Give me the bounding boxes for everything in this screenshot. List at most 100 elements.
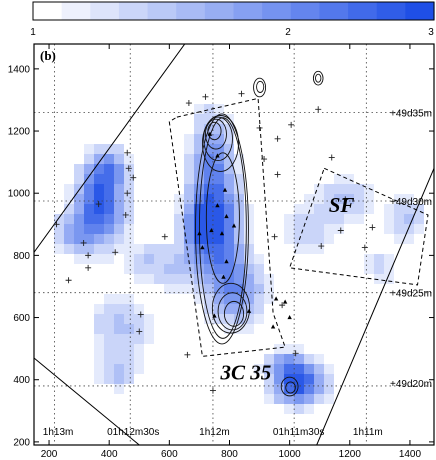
- map-pixel: [414, 214, 424, 224]
- map-pixel: [384, 264, 394, 274]
- map-pixel: [224, 284, 234, 294]
- map-pixel: [224, 204, 234, 214]
- map-pixel: [94, 174, 104, 184]
- map-pixel: [244, 274, 254, 284]
- map-pixel: [224, 164, 234, 174]
- map-pixel: [144, 314, 154, 324]
- contour: [203, 116, 233, 162]
- triangle-marker: [215, 153, 220, 158]
- map-pixel: [214, 244, 224, 254]
- field-outlines: [34, 44, 434, 445]
- map-pixel: [64, 214, 74, 224]
- map-pixel: [94, 334, 104, 344]
- sf-box: [288, 167, 429, 286]
- source-markers: [53, 90, 376, 394]
- map-pixel: [294, 374, 304, 384]
- map-pixel: [314, 234, 324, 244]
- dec-label: +49d35m: [390, 108, 432, 119]
- map-pixel: [234, 254, 244, 264]
- map-pixel: [234, 184, 244, 194]
- map-pixel: [254, 254, 264, 264]
- cross-marker: [80, 239, 87, 246]
- map-pixel: [184, 164, 194, 174]
- triangle-marker: [219, 231, 225, 236]
- map-pixel: [174, 204, 184, 214]
- map-pixel: [334, 174, 344, 184]
- map-pixel: [224, 264, 234, 274]
- map-pixel: [204, 224, 214, 234]
- map-pixel: [234, 294, 244, 304]
- map-pixel: [274, 374, 284, 384]
- colorbar-step: [61, 2, 91, 20]
- map-pixel: [74, 214, 84, 224]
- map-pixel: [214, 154, 224, 164]
- map-pixel: [254, 364, 264, 374]
- map-pixel: [84, 214, 94, 224]
- map-pixel: [104, 234, 114, 244]
- x-tick-label: 800: [221, 449, 238, 460]
- map-pixel: [74, 174, 84, 184]
- map-pixel: [354, 194, 364, 204]
- map-pixel: [304, 234, 314, 244]
- map-pixel: [54, 234, 64, 244]
- cross-marker: [136, 328, 143, 335]
- map-pixel: [114, 324, 124, 334]
- map-pixel: [304, 354, 314, 364]
- map-pixel: [184, 234, 194, 244]
- map-pixel: [94, 314, 104, 324]
- map-pixel: [264, 394, 274, 404]
- contour: [280, 376, 299, 397]
- map-pixel: [304, 224, 314, 234]
- map-pixel: [344, 184, 354, 194]
- map-pixel: [174, 284, 184, 294]
- map-pixel: [224, 304, 234, 314]
- map-pixel: [114, 304, 124, 314]
- colorbar-step: [376, 2, 406, 20]
- map-pixel: [204, 264, 214, 274]
- map-pixel: [414, 224, 424, 234]
- map-pixel: [274, 384, 284, 394]
- map-pixel: [214, 104, 224, 114]
- map-pixel: [404, 204, 414, 214]
- map-pixel: [144, 274, 154, 284]
- triangle-marker: [212, 313, 217, 318]
- y-tick-label: 1400: [8, 64, 31, 75]
- map-pixel: [314, 364, 324, 374]
- map-pixel: [294, 364, 304, 374]
- map-pixel: [124, 154, 134, 164]
- map-pixel: [324, 384, 334, 394]
- map-pixel: [394, 194, 404, 204]
- map-pixel: [304, 364, 314, 374]
- cross-marker: [85, 264, 92, 271]
- map-pixel: [194, 184, 204, 194]
- map-pixel: [144, 254, 154, 264]
- map-pixel: [314, 394, 324, 404]
- map-pixel: [174, 254, 184, 264]
- map-pixel: [284, 354, 294, 364]
- map-pixel: [134, 344, 144, 354]
- map-pixel: [244, 264, 254, 274]
- map-pixel: [224, 154, 234, 164]
- map-pixel: [374, 274, 384, 284]
- map-pixel: [344, 174, 354, 184]
- triangle-marker: [200, 245, 205, 250]
- colorbar-step: [405, 2, 435, 20]
- map-pixel: [174, 274, 184, 284]
- map-pixel: [124, 304, 134, 314]
- map-pixel: [254, 304, 264, 314]
- map-pixel: [84, 174, 94, 184]
- map-pixel: [204, 254, 214, 264]
- map-pixel: [304, 394, 314, 404]
- map-pixel: [294, 344, 304, 354]
- map-pixel: [334, 184, 344, 194]
- cross-marker: [122, 211, 129, 218]
- cross-marker: [124, 149, 131, 156]
- contour: [223, 300, 245, 327]
- map-pixel: [284, 234, 294, 244]
- triangle-marker: [231, 223, 237, 228]
- map-pixel: [194, 254, 204, 264]
- map-pixel: [214, 274, 224, 284]
- map-pixel: [224, 294, 234, 304]
- cross-marker: [209, 387, 216, 394]
- map-pixel: [124, 324, 134, 334]
